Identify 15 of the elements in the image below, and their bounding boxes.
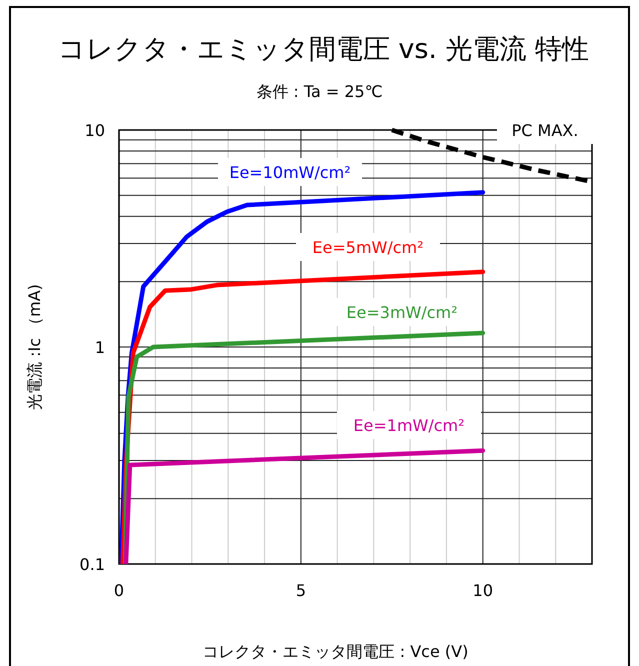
y-tick-label: 10 xyxy=(84,121,105,140)
series-label: Ee=5mW/cm² xyxy=(312,238,424,257)
chart-title: コレクタ・エミッタ間電圧 vs. 光電流 特性 xyxy=(58,34,590,65)
series-label: Ee=3mW/cm² xyxy=(346,303,458,322)
series-label: PC MAX. xyxy=(512,121,578,140)
x-tick-label: 5 xyxy=(296,581,306,600)
chart-subtitle: 条件 : Ta = 25℃ xyxy=(256,82,383,101)
series-label: Ee=1mW/cm² xyxy=(353,416,465,435)
x-tick-label: 10 xyxy=(472,581,494,600)
series-label: Ee=10mW/cm² xyxy=(229,163,351,182)
x-tick-label: 0 xyxy=(114,581,124,600)
x-axis-title: コレクタ・エミッタ間電圧 : Vce (V) xyxy=(202,642,468,661)
y-tick-label: 1 xyxy=(94,338,105,357)
y-tick-label: 0.1 xyxy=(80,555,105,574)
y-axis-title: 光電流 :Ic （mA) xyxy=(25,284,44,410)
